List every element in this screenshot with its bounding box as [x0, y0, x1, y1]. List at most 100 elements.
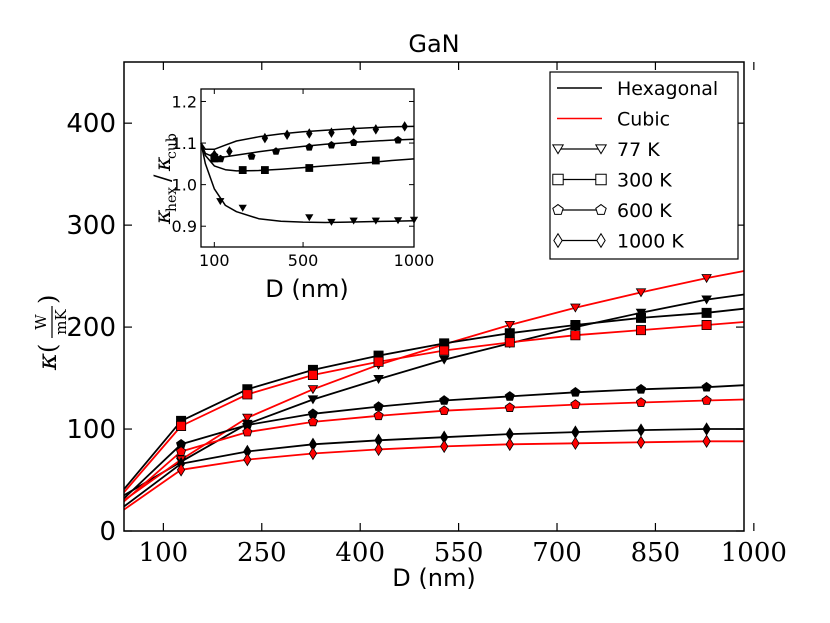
y-axis-label-numerator: W — [32, 314, 50, 330]
data-point — [504, 402, 515, 412]
inset-data-point — [272, 147, 280, 155]
data-point — [307, 370, 318, 381]
inset-y-tick-label: 1.1 — [172, 134, 197, 153]
data-point — [373, 375, 384, 385]
legend-entry-label: 77 K — [617, 139, 660, 161]
inset-data-point — [305, 214, 314, 222]
data-point — [636, 423, 646, 437]
data-point — [702, 434, 711, 449]
legend-entry-label: Hexagonal — [617, 78, 718, 100]
inset-x-tick-label: 100 — [199, 251, 230, 270]
data-point — [636, 435, 646, 450]
data-point — [307, 408, 319, 419]
legend-marker — [551, 144, 565, 155]
inset-data-point — [238, 204, 247, 212]
legend-marker — [595, 203, 607, 215]
data-point — [635, 383, 647, 394]
inset-y-label-kappa-2: κ — [151, 156, 176, 172]
chart-title: GaN — [408, 30, 459, 58]
inset-x-axis-label: D (nm) — [265, 275, 348, 303]
series-line — [123, 398, 745, 503]
data-point — [504, 320, 516, 330]
data-point — [571, 436, 580, 451]
data-point — [635, 397, 647, 407]
y-axis-label: κ ( W mK ) — [32, 295, 70, 371]
x-tick-label: 100 — [139, 538, 189, 568]
x-tick-label: 850 — [631, 538, 681, 568]
data-point — [373, 356, 384, 367]
inset-data-point — [306, 128, 313, 139]
inset-data-point — [394, 135, 402, 144]
data-point — [242, 413, 253, 423]
data-point — [242, 389, 253, 400]
inset-y-label-slash: / — [151, 174, 176, 182]
data-point — [701, 274, 712, 284]
inset-data-point — [327, 140, 336, 149]
inset-data-point — [283, 129, 291, 140]
data-point — [635, 312, 646, 323]
inset-y-label-sub-cub: cub — [164, 133, 180, 159]
legend-box — [549, 71, 739, 260]
inset-y-label-kappa-1: κ — [151, 209, 176, 225]
data-point — [701, 381, 712, 392]
data-point — [701, 307, 712, 318]
inset-data-point — [350, 125, 357, 136]
data-point — [570, 399, 581, 409]
inset-y-tick-label: 0.9 — [172, 217, 197, 236]
y-tick-label: 0 — [99, 517, 116, 547]
inset-y-tick-label: 1.0 — [172, 176, 197, 195]
inset-data-point — [401, 121, 408, 132]
data-point — [373, 401, 384, 411]
data-point — [570, 320, 581, 331]
data-point — [307, 416, 319, 427]
y-tick-label: 300 — [66, 211, 116, 241]
inset-data-point — [349, 138, 358, 146]
inset-data-point — [327, 218, 336, 226]
inset-data-point — [371, 156, 380, 165]
data-point — [635, 325, 646, 336]
inset-y-tick-label: 1.2 — [172, 92, 197, 111]
data-point — [308, 446, 318, 461]
x-tick-label: 400 — [335, 538, 385, 568]
inset-data-point — [349, 217, 358, 225]
data-point — [439, 345, 450, 356]
legend-marker — [553, 232, 563, 249]
inset-data-point — [371, 217, 380, 225]
inset-frame — [200, 88, 415, 248]
legend-entry-label: 1000 K — [617, 231, 684, 253]
data-point — [701, 395, 712, 405]
data-point — [243, 452, 252, 467]
plot-frame — [123, 61, 745, 532]
legend-marker — [552, 203, 564, 215]
inset-x-tick-label: 500 — [288, 251, 319, 270]
data-point — [505, 437, 514, 452]
data-point — [242, 426, 253, 437]
data-point — [701, 320, 712, 331]
series-line — [123, 270, 745, 502]
y-tick-label: 200 — [66, 313, 116, 343]
data-point — [570, 330, 581, 341]
data-point — [439, 405, 450, 415]
inset-data-point — [261, 166, 269, 174]
data-point — [635, 288, 647, 298]
inset-series-line — [200, 142, 415, 224]
series-line — [123, 440, 744, 511]
data-point — [440, 439, 449, 454]
inset-data-point — [211, 149, 218, 160]
legend-marker — [594, 144, 608, 155]
x-tick-label: 700 — [532, 538, 582, 568]
inset-data-point — [305, 164, 314, 172]
data-point — [504, 391, 515, 401]
data-point — [570, 387, 581, 397]
inset-data-point — [328, 127, 335, 138]
data-point — [176, 463, 186, 477]
inset-series-line — [200, 142, 415, 172]
data-point — [702, 422, 711, 436]
inset-data-point — [305, 143, 314, 151]
y-tick-label: 400 — [66, 109, 116, 139]
series-line — [123, 293, 745, 497]
x-axis-label: D (nm) — [392, 564, 475, 592]
inset-chart: 100 500 1000 0.9 1.0 1.1 1.2 D (nm) κ hex / κ … — [151, 88, 434, 303]
x-tick-label: 1000 — [721, 538, 787, 568]
legend: Hexagonal Cubic 77 K 300 K 600 K 1000 K — [549, 71, 739, 260]
